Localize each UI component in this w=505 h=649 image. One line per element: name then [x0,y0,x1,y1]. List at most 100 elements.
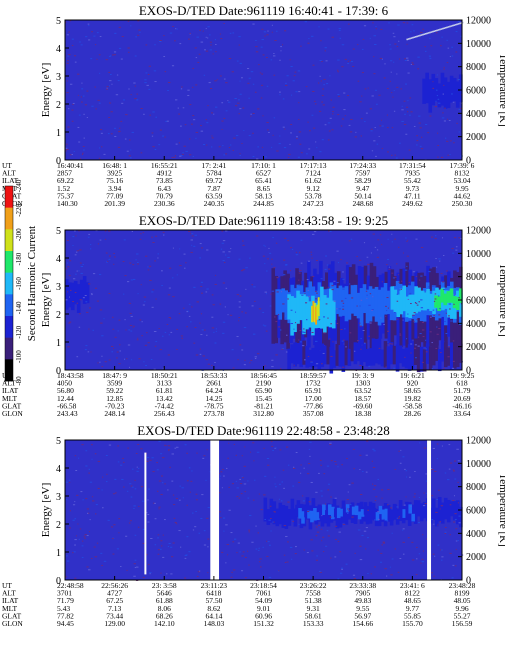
feature-cell [320,286,324,329]
noise-speck [188,315,191,317]
noise-speck [300,464,302,466]
noise-speck [297,70,301,72]
noise-speck [375,496,378,498]
noise-speck [457,460,460,462]
noise-speck [176,328,179,330]
noise-speck [420,148,424,150]
noise-speck [168,287,171,289]
noise-speck [94,86,96,88]
row-value: 256.43 [154,409,175,418]
noise-speck [339,551,342,553]
noise-speck [284,237,287,239]
noise-speck [173,504,176,506]
noise-speck [171,556,174,558]
y-tick-label: 0 [56,366,61,377]
row-value: 9.47 [356,184,369,193]
dotted-trace [432,30,434,33]
dotted-trace [444,26,447,29]
feature-cell [317,297,320,317]
feature-cell [449,75,454,103]
noise-speck [103,318,105,320]
noise-speck [347,23,350,25]
noise-speck [442,281,445,283]
noise-speck [375,155,377,157]
noise-speck [83,113,85,115]
noise-speck [375,103,378,105]
noise-speck [187,38,190,40]
row-value: 7061 [256,589,271,598]
noise-speck [328,230,330,232]
feature-cell [305,345,310,368]
noise-speck [361,95,363,97]
noise-speck [134,559,137,561]
row-value: 50.14 [354,191,371,200]
noise-speck [85,450,88,452]
panel-title: EXOS-D/TED Date:961119 22:48:58 - 23:48:… [137,423,390,438]
noise-speck [98,273,102,275]
noise-speck [391,272,394,274]
noise-speck [295,452,298,454]
feature-cell [401,348,406,367]
noise-speck [195,511,197,513]
noise-speck [227,554,229,556]
feature-cell [302,294,306,335]
row-value: 55.27 [454,611,471,620]
noise-speck [230,248,232,250]
feature-cell [85,282,90,304]
noise-speck [331,289,334,291]
noise-speck [418,497,420,499]
noise-speck [290,94,293,96]
noise-speck [222,332,225,334]
noise-speck [424,503,427,505]
noise-speck [284,30,287,32]
noise-speck [443,368,445,370]
noise-speck [336,322,339,324]
noise-speck [176,348,178,350]
noise-speck [242,244,245,246]
noise-speck [95,108,97,110]
noise-speck [352,48,355,50]
noise-speck [443,68,445,70]
noise-speck [255,548,258,550]
noise-speck [117,330,119,332]
noise-speck [102,507,104,509]
row-value: 71.79 [57,596,74,605]
noise-speck [320,528,323,530]
noise-speck [205,36,207,38]
row-value: 69.22 [57,176,74,185]
noise-speck [341,340,344,342]
y-tick-label: 4 [56,464,61,475]
noise-speck [371,309,374,311]
row-value: 16:40:41 [57,161,84,170]
feature-cell [278,502,283,525]
noise-speck [130,485,133,487]
feature-cell [383,282,388,315]
noise-speck [419,145,422,147]
noise-speck [72,300,74,302]
feature-cell [422,349,427,372]
noise-speck [245,288,247,290]
noise-speck [397,24,400,26]
spectrogram-panel-1: EXOS-D/TED Date:961119 16:40:41 - 17:39:… [2,3,505,208]
noise-speck [307,510,310,512]
noise-speck [318,26,320,28]
noise-speck [388,22,390,24]
noise-speck [390,507,392,509]
noise-speck [432,87,435,89]
noise-speck [151,135,154,137]
noise-speck [458,108,461,110]
noise-speck [271,24,273,26]
noise-speck [264,365,266,367]
noise-speck [131,131,134,133]
noise-speck [142,304,145,306]
noise-speck [175,498,179,500]
noise-speck [103,153,106,155]
noise-speck [262,311,265,313]
noise-speck [321,101,323,103]
noise-speck [222,240,226,242]
noise-speck [116,351,119,353]
noise-speck [219,75,222,77]
noise-speck [282,274,286,276]
feature-cell [452,501,457,521]
noise-speck [152,111,155,113]
